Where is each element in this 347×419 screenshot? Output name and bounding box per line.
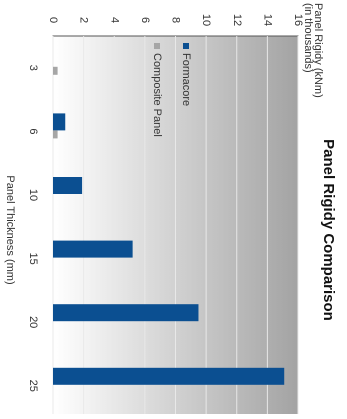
chart-title: Panel Rigidy Comparison (320, 139, 337, 321)
x-tick-label: 6 (27, 128, 39, 134)
bar (53, 240, 133, 258)
y-tick-label: 4 (108, 17, 120, 23)
y-tick-label: 6 (139, 17, 151, 23)
x-tick-label: 15 (27, 252, 39, 264)
legend-swatch (154, 43, 160, 49)
rotated-chart: Panel Rigidy Comparison Panel Rigidy (kN… (4, 3, 337, 419)
y-tick-label: 2 (78, 17, 90, 23)
y-axis-label: (in thousands) (302, 3, 314, 73)
legend-label: Composite Panel (151, 53, 163, 137)
legend-swatch (183, 43, 189, 49)
x-tick-label: 20 (27, 316, 39, 328)
x-tick-label: 3 (27, 65, 39, 71)
x-axis-label: Panel Thickness (mm) (4, 175, 16, 284)
y-tick-label: 0 (47, 17, 59, 23)
x-tick-label: 10 (27, 189, 39, 201)
y-tick-label: 8 (170, 17, 182, 23)
bar (53, 304, 199, 322)
legend-label: Formacore (180, 53, 192, 106)
bar (53, 113, 66, 131)
y-axis-label: Panel Rigidy (kNm) (312, 3, 324, 98)
x-tick-label: 25 (27, 380, 39, 392)
bar (53, 177, 83, 194)
bar (53, 367, 285, 385)
bar (53, 66, 58, 75)
y-tick-label: 14 (261, 14, 273, 26)
y-tick-label: 16 (292, 14, 304, 26)
bar (53, 130, 58, 139)
y-tick-label: 12 (231, 14, 243, 26)
y-tick-label: 10 (200, 14, 212, 26)
